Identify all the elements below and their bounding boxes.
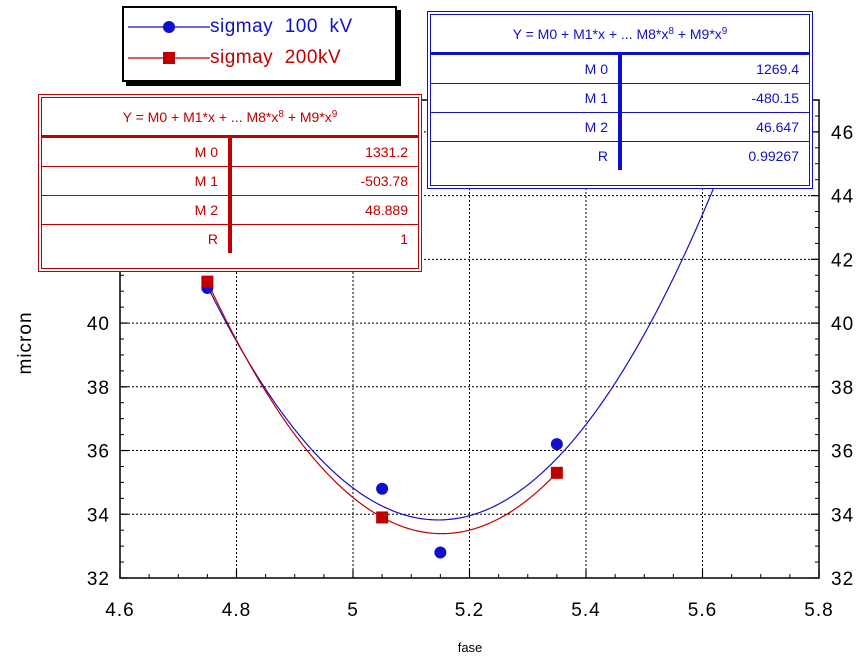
y-tick-label-right: 40	[831, 314, 854, 335]
fit-param-name: M 1	[42, 166, 232, 196]
fit-curve-200kv	[206, 281, 558, 535]
fit-eq-exp: 9	[331, 109, 338, 120]
fit-param-name: M 1	[431, 83, 622, 113]
legend: sigmay 100 kV sigmay 200kV	[122, 6, 397, 82]
fit-param-value: 1	[400, 231, 408, 247]
fit-param-value: 1269.4	[620, 55, 809, 84]
y-tick-label-left: 36	[87, 442, 110, 463]
fit-param-name: M 2	[42, 195, 232, 225]
data-point-200kv	[550, 466, 563, 479]
fit-row: M 0 1269.4	[431, 55, 809, 84]
fit-row: M 1 -480.15	[431, 83, 809, 113]
data-point-200kv	[376, 511, 389, 524]
fit-row: M 1 -503.78	[42, 166, 418, 196]
fit-param-value: -480.15	[620, 83, 809, 113]
fit-box-100kv: Y = M0 + M1*x + ... M8*x 8 + M9*x 9 M 0 12…	[427, 11, 813, 189]
legend-marker-square	[128, 52, 210, 64]
fit-eq-part: Y = M0 + M1*x + ... M8*x	[122, 108, 279, 125]
x-tick-label: 5.4	[571, 600, 600, 621]
fit-eq-part: + M9*x	[283, 108, 332, 125]
fit-eq-exp: 8	[668, 26, 674, 37]
x-tick-label: 5	[347, 600, 359, 621]
y-tick-label-right: 46	[831, 123, 854, 144]
fit-param-name: M 0	[431, 55, 622, 84]
legend-label-200kv: sigmay 200kV	[210, 47, 342, 68]
x-axis-label: fase	[458, 640, 483, 655]
fit-eq-exp: 9	[721, 26, 728, 37]
fit-eq-exp: 8	[278, 109, 284, 120]
data-point-200kv	[201, 275, 214, 288]
fit-row: M 2 48.889	[42, 195, 418, 225]
legend-item-100kv: sigmay 100 kV	[124, 13, 395, 43]
fit-row: R 1	[42, 224, 418, 253]
y-tick-label-right: 44	[831, 187, 854, 208]
legend-label-100kv: sigmay 100 kV	[210, 16, 353, 37]
data-points	[201, 275, 563, 559]
y-tick-label-right: 36	[831, 442, 854, 463]
y-axis-label: micron	[15, 311, 36, 374]
fit-param-value: 0.99267	[748, 148, 799, 164]
x-tick-label: 5.8	[804, 600, 833, 621]
y-tick-label-left: 32	[87, 569, 110, 590]
fit-table-100kv: M 0 1269.4 M 1 -480.15 M 2 46.647 R 0.99…	[431, 55, 809, 170]
x-tick-label: 4.6	[105, 600, 134, 621]
fit-row: R 0.99267	[431, 141, 809, 170]
x-tick-label: 5.2	[455, 600, 484, 621]
fit-equation-100kv: Y = M0 + M1*x + ... M8*x 8 + M9*x 9	[431, 15, 809, 55]
data-point-100kv	[376, 482, 389, 495]
x-tick-label: 5.6	[688, 600, 717, 621]
fit-param-value: 46.647	[620, 112, 809, 142]
fit-row: M 2 46.647	[431, 112, 809, 142]
fit-param-name: R	[42, 224, 232, 253]
axis-ticks	[119, 99, 820, 579]
legend-item-200kv: sigmay 200kV	[124, 44, 395, 74]
x-tick-label: 4.8	[222, 600, 251, 621]
fit-param-name: M 2	[431, 112, 622, 142]
fit-param-value: 1331.2	[230, 138, 418, 167]
y-tick-label-right: 42	[831, 250, 854, 271]
fit-row: M 0 1331.2	[42, 138, 418, 167]
y-tick-label-right: 34	[831, 505, 854, 526]
legend-marker-circle	[128, 21, 210, 33]
fit-param-name: R	[431, 141, 622, 170]
fit-eq-part: + M9*x	[673, 25, 722, 42]
y-tick-label-left: 40	[87, 314, 110, 335]
fit-box-200kv: Y = M0 + M1*x + ... M8*x 8 + M9*x 9 M 0 13…	[38, 94, 422, 272]
y-tick-label-left: 34	[87, 505, 110, 526]
fit-param-name: M 0	[42, 138, 232, 167]
fit-param-value: -503.78	[230, 166, 418, 196]
fit-table-200kv: M 0 1331.2 M 1 -503.78 M 2 48.889 R 1	[42, 138, 418, 253]
data-point-100kv	[550, 438, 563, 451]
data-point-100kv	[434, 546, 447, 559]
fit-param-value: 48.889	[230, 195, 418, 225]
y-tick-label-right: 38	[831, 378, 854, 399]
y-tick-label-left: 38	[87, 378, 110, 399]
y-tick-label-right: 32	[831, 569, 854, 590]
fit-eq-part: Y = M0 + M1*x + ... M8*x	[512, 25, 669, 42]
fit-equation-200kv: Y = M0 + M1*x + ... M8*x 8 + M9*x 9	[42, 98, 418, 138]
fit-curve-100kv	[206, 186, 715, 521]
